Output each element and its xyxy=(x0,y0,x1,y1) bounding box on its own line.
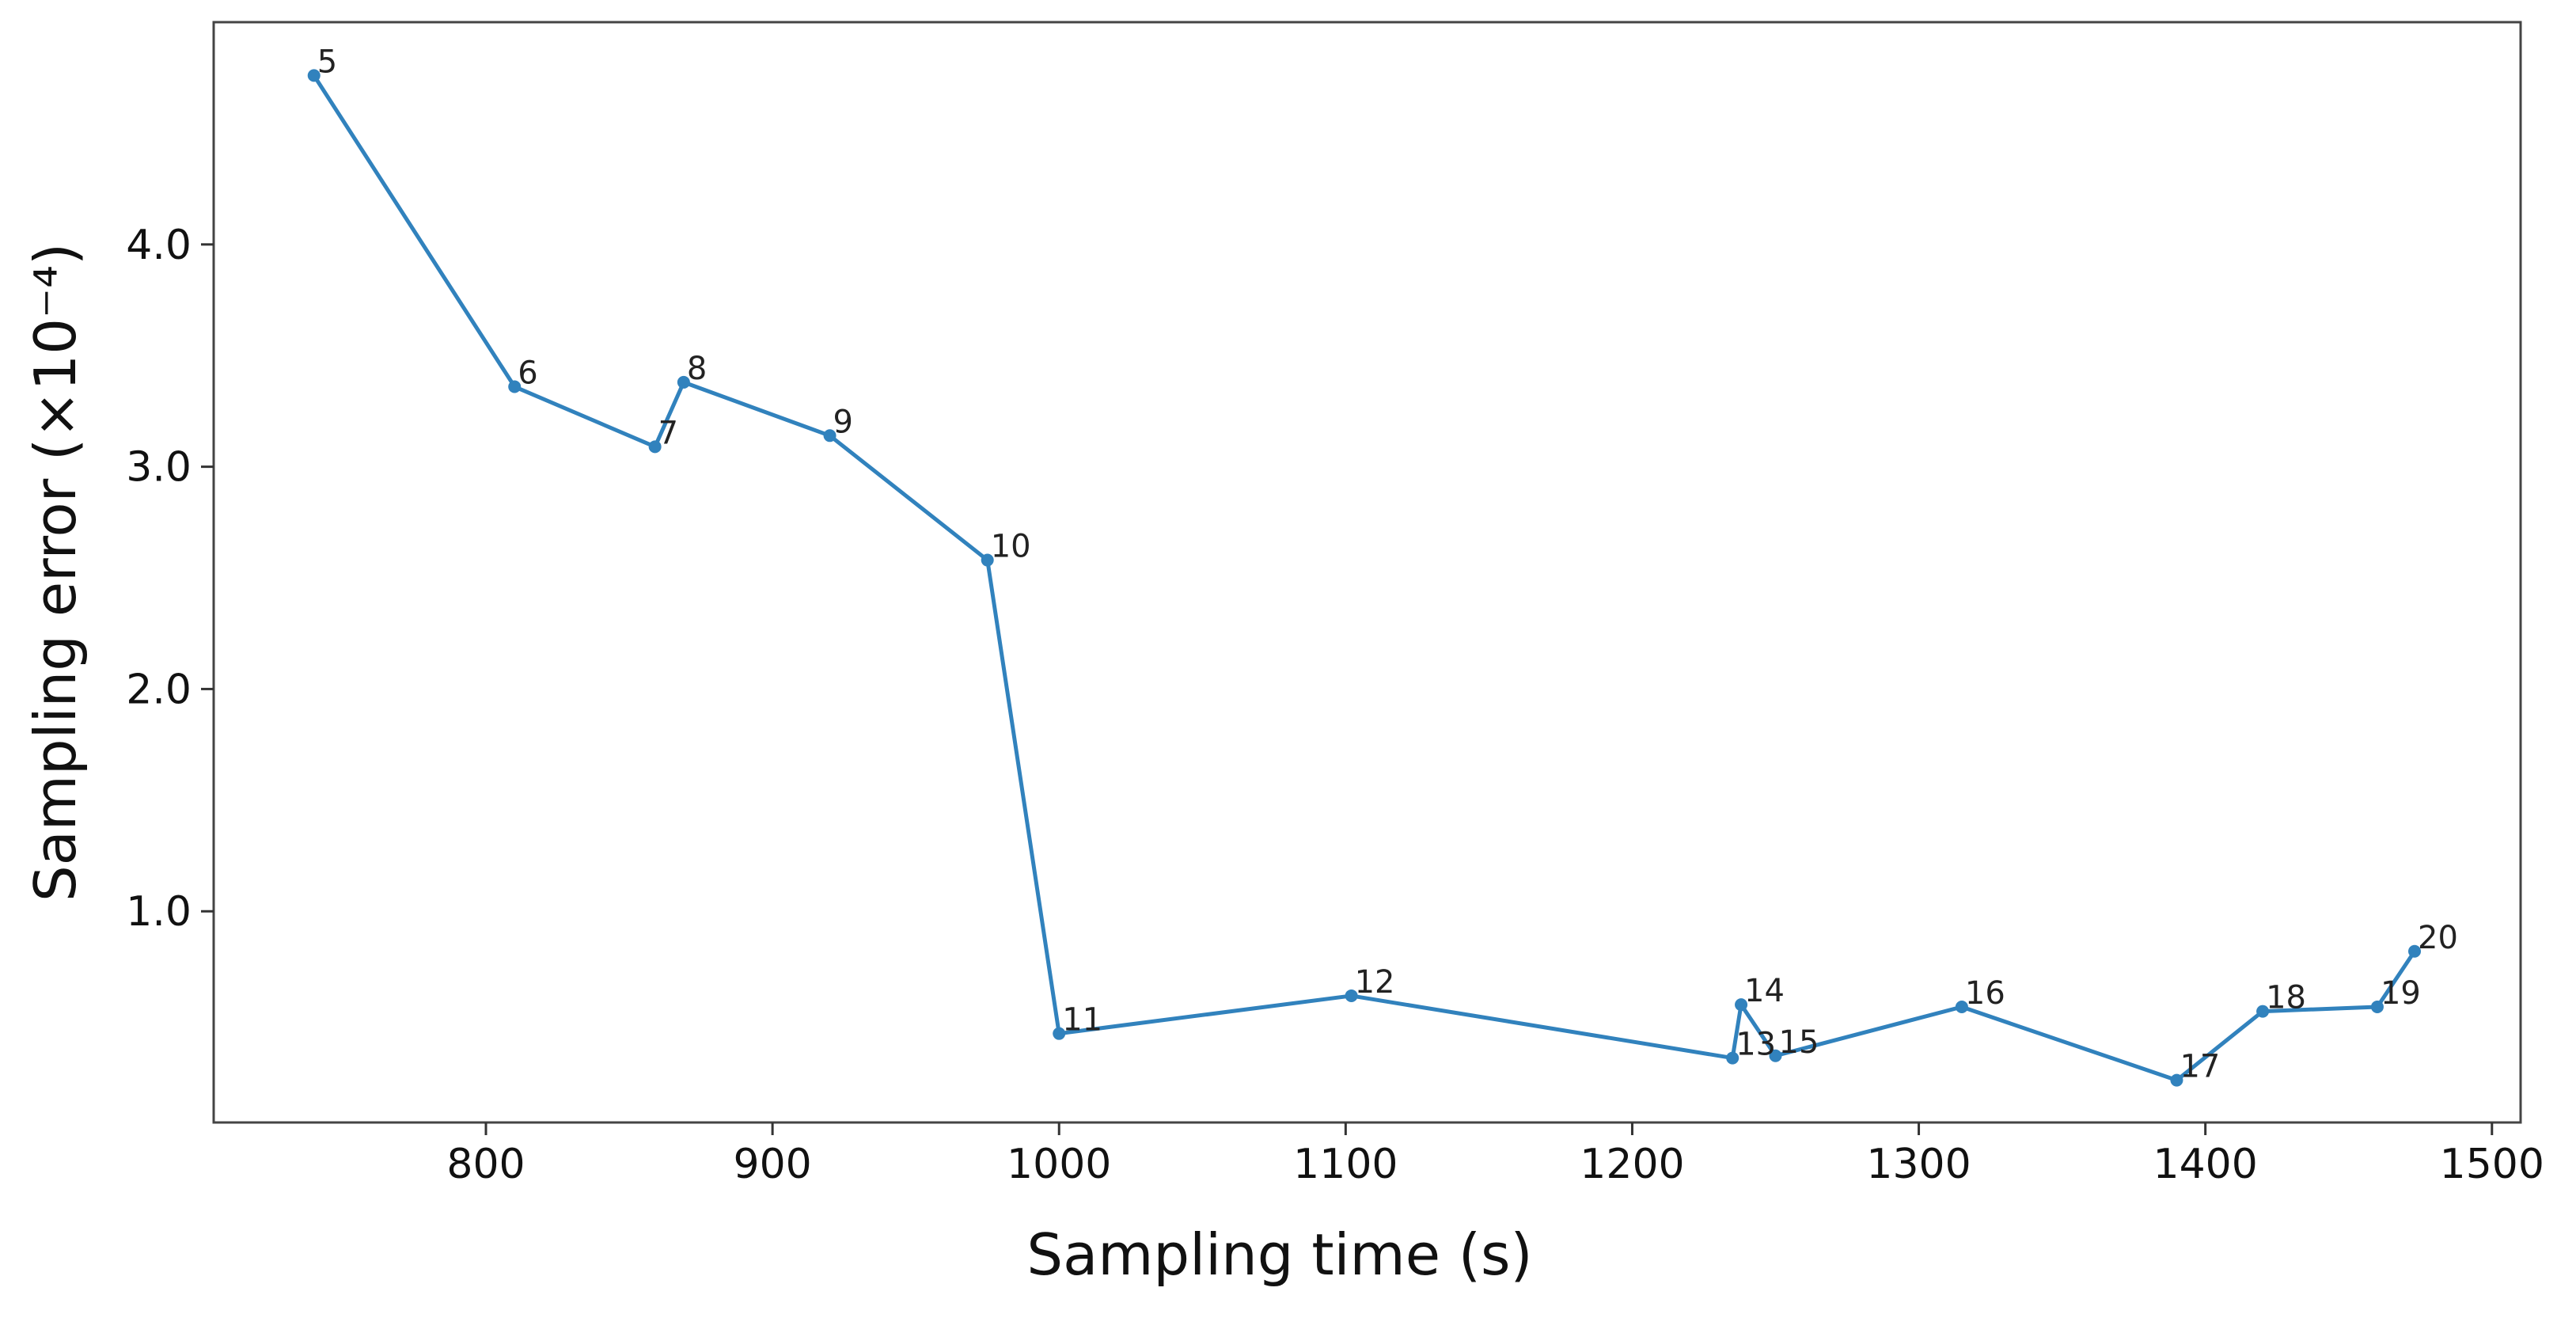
x-tick-label: 1400 xyxy=(2153,1141,2258,1188)
data-point xyxy=(1345,989,1358,1002)
data-label: 8 xyxy=(687,351,707,387)
data-label: 9 xyxy=(833,404,853,440)
x-tick-label: 1500 xyxy=(2440,1141,2544,1188)
y-axis: 1.0 2.0 3.0 4.0 xyxy=(126,222,214,936)
data-point xyxy=(1769,1049,1782,1062)
point-labels: 5 6 78 9 10 11 12 13 14 15 16 17 18 19 20 xyxy=(317,44,2458,1084)
data-label: 16 xyxy=(1965,975,2005,1012)
data-label: 11 xyxy=(1062,1002,1102,1039)
data-points xyxy=(307,69,2422,1087)
data-point xyxy=(1726,1051,1739,1065)
data-point xyxy=(2170,1073,2183,1087)
data-label: 13 xyxy=(1736,1027,1776,1063)
series-line xyxy=(312,74,2417,1083)
data-label: 20 xyxy=(2418,920,2458,956)
data-point xyxy=(823,429,837,442)
data-point xyxy=(1053,1027,1066,1040)
data-point xyxy=(2370,1000,2384,1013)
data-point xyxy=(508,380,522,393)
data-label: 18 xyxy=(2266,980,2306,1016)
data-point xyxy=(648,440,662,454)
data-label: 10 xyxy=(991,529,1031,565)
x-axis-title: Sampling time (s) xyxy=(1026,1221,1532,1288)
data-label: 5 xyxy=(317,44,337,80)
x-tick-label: 1300 xyxy=(1866,1141,1971,1188)
x-axis: 800 900 1000 1100 1200 1300 1400 1500 xyxy=(446,1122,2544,1188)
data-point xyxy=(1735,998,1748,1012)
y-tick-label: 1.0 xyxy=(126,888,192,936)
data-label: 7 xyxy=(658,415,678,451)
x-tick-label: 1200 xyxy=(1580,1141,1684,1188)
x-tick-label: 800 xyxy=(446,1141,525,1188)
data-point xyxy=(2408,944,2422,958)
y-tick-label: 4.0 xyxy=(126,222,192,269)
y-tick-label: 3.0 xyxy=(126,444,192,492)
data-label: 17 xyxy=(2180,1049,2220,1085)
data-label: 19 xyxy=(2381,975,2421,1012)
data-label: 6 xyxy=(518,355,537,392)
x-tick-label: 1000 xyxy=(1007,1141,1111,1188)
data-point xyxy=(1955,1000,1968,1013)
y-tick-label: 2.0 xyxy=(126,666,192,713)
data-label: 12 xyxy=(1355,964,1395,1001)
data-point xyxy=(677,375,690,389)
y-axis-title: Sampling error (×10⁻⁴) xyxy=(22,243,89,902)
data-label: 15 xyxy=(1779,1024,1819,1061)
plot-area xyxy=(212,21,2522,1124)
data-label: 14 xyxy=(1744,973,1785,1009)
data-point xyxy=(2256,1005,2270,1018)
x-tick-label: 1100 xyxy=(1293,1141,1398,1188)
data-point xyxy=(307,69,321,82)
data-point xyxy=(981,553,994,567)
x-tick-label: 900 xyxy=(733,1141,811,1188)
